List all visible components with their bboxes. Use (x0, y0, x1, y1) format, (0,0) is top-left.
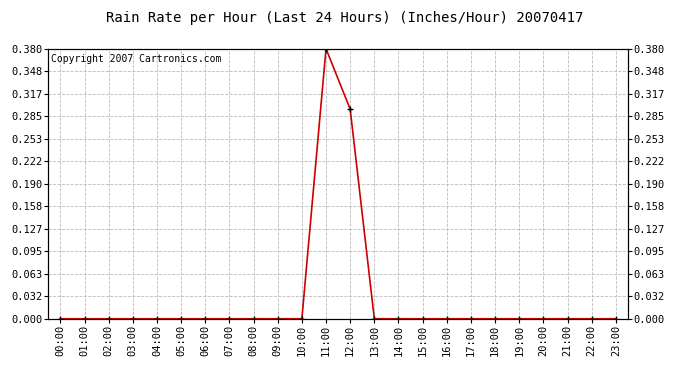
Text: Rain Rate per Hour (Last 24 Hours) (Inches/Hour) 20070417: Rain Rate per Hour (Last 24 Hours) (Inch… (106, 11, 584, 25)
Text: Copyright 2007 Cartronics.com: Copyright 2007 Cartronics.com (51, 54, 221, 64)
